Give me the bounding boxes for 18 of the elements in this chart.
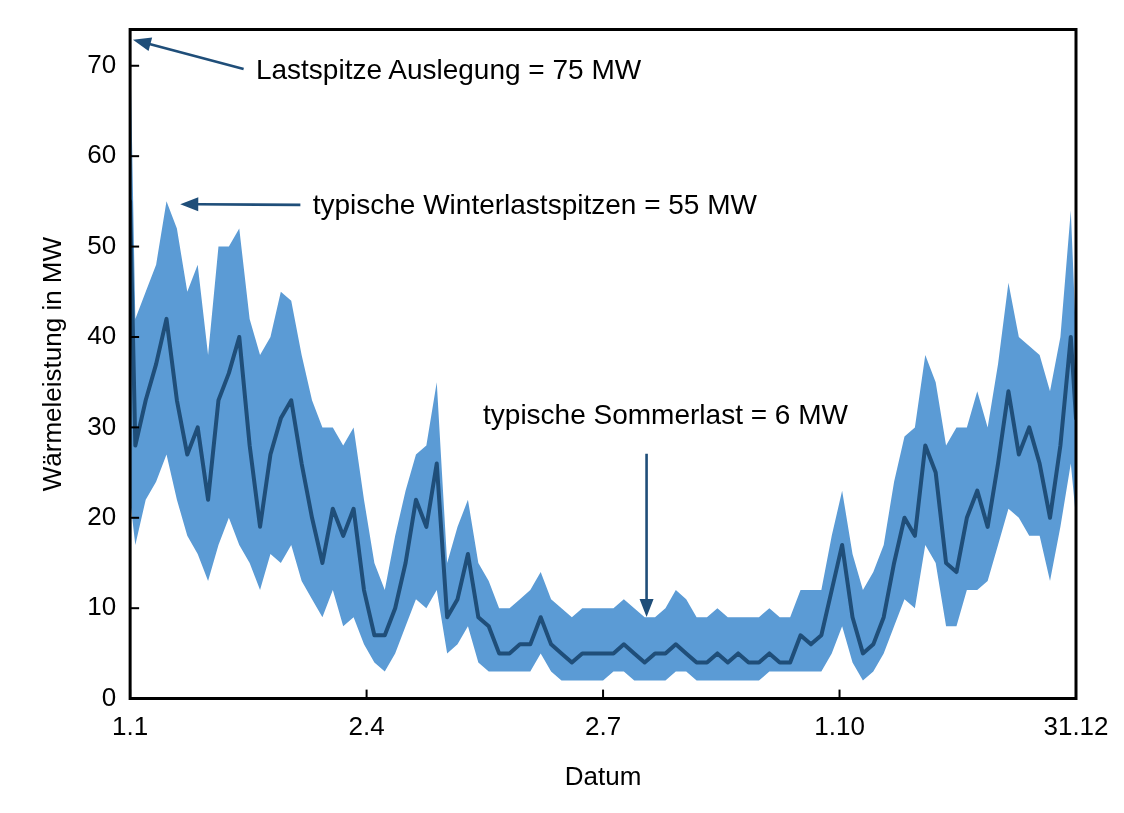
- y-tick-label: 60: [87, 139, 117, 170]
- x-tick-label: 2.4: [348, 711, 385, 742]
- y-tick-label: 0: [101, 681, 117, 712]
- y-tick-label: 40: [87, 320, 117, 351]
- annotation: Lastspitze Auslegung = 75 MW: [255, 53, 642, 85]
- annotation: typische Winterlastspitzen = 55 MW: [312, 189, 758, 221]
- y-axis-title: Wärmeleistung in MW: [36, 236, 67, 492]
- y-tick-label: 50: [87, 229, 117, 260]
- y-tick-label: 10: [87, 591, 117, 622]
- y-tick-label: 30: [87, 410, 117, 441]
- y-tick-label: 70: [87, 48, 117, 79]
- x-tick-label: 2.7: [584, 711, 622, 742]
- x-axis-title: Datum: [564, 760, 642, 791]
- y-tick-label: 20: [87, 500, 117, 531]
- annotation: typische Sommerlast = 6 MW: [483, 398, 849, 430]
- x-tick-label: 1.1: [112, 711, 149, 742]
- x-tick-label: 1.10: [814, 711, 865, 742]
- x-tick-label: 31.12: [1043, 711, 1109, 742]
